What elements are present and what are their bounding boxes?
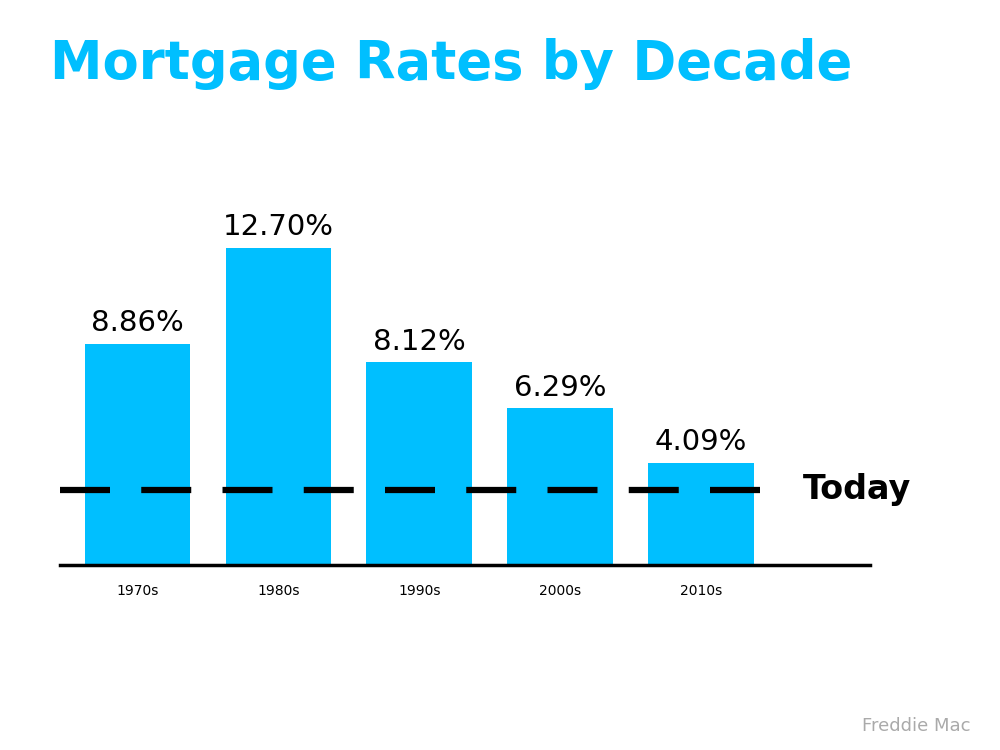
Bar <box>85 344 190 565</box>
Bar <box>507 408 613 565</box>
Text: 12.70%: 12.70% <box>223 213 334 242</box>
Text: 6.29%: 6.29% <box>514 374 606 401</box>
Bar <box>366 362 472 565</box>
Text: 8.12%: 8.12% <box>373 328 466 356</box>
Bar <box>648 463 754 565</box>
Text: Mortgage Rates by Decade: Mortgage Rates by Decade <box>50 38 852 89</box>
Bar <box>226 248 331 565</box>
Text: 4.09%: 4.09% <box>655 428 747 457</box>
Text: Freddie Mac: Freddie Mac <box>862 717 970 735</box>
Text: 8.86%: 8.86% <box>91 309 184 338</box>
Text: Today: Today <box>802 473 911 506</box>
